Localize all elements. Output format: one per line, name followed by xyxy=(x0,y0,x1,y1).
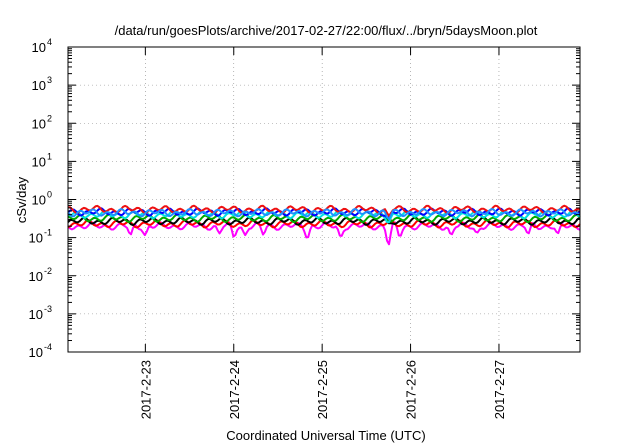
series-line xyxy=(67,208,581,221)
x-tick-label: 2017-2-25 xyxy=(315,360,330,419)
x-tick-label: 2017-2-27 xyxy=(492,360,507,419)
y-tick-label: 102 xyxy=(32,113,52,131)
y-tick-label: 103 xyxy=(32,75,52,93)
y-tick-label: 100 xyxy=(32,190,52,208)
data-lines xyxy=(67,204,581,246)
x-axis-label: Coordinated Universal Time (UTC) xyxy=(226,428,425,443)
y-tick-label: 104 xyxy=(32,37,52,55)
y-axis-label: cSv/day xyxy=(14,176,29,223)
y-tick-label: 10-3 xyxy=(29,304,52,322)
y-tick-label: 10-1 xyxy=(29,228,52,246)
y-tick-label: 10-2 xyxy=(29,266,52,284)
x-tick-labels: 2017-2-23 2017-2-24 2017-2-25 2017-2-26 2017… xyxy=(138,360,507,419)
y-tick-label: 10-4 xyxy=(29,342,52,360)
x-tick-label: 2017-2-23 xyxy=(138,360,153,419)
y-tick-label: 101 xyxy=(32,151,52,169)
axis-ticks xyxy=(68,46,580,353)
y-tick-labels: 10-4 10-3 10-2 10-1 100 101 102 103 104 xyxy=(29,37,52,360)
grid xyxy=(68,47,580,352)
x-tick-label: 2017-2-24 xyxy=(227,360,242,419)
x-tick-label: 2017-2-26 xyxy=(404,360,419,419)
series-line xyxy=(67,209,581,224)
chart-title: /data/run/goesPlots/archive/2017-02-27/2… xyxy=(115,23,538,38)
